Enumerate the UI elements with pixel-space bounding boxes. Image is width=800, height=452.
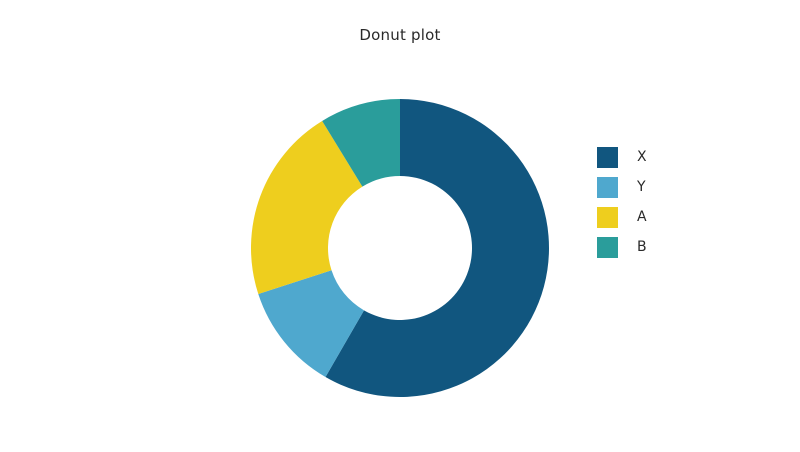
legend-swatch-b [597,236,618,258]
legend-swatch-a [597,206,618,228]
legend-label-a: A [637,209,647,225]
donut-slice-a[interactable] [251,120,363,295]
legend-item-y[interactable]: Y [597,172,717,202]
donut-slice-group [251,99,550,397]
legend-item-x[interactable]: X [597,142,717,172]
donut-slice-x[interactable] [325,99,550,397]
legend-item-a[interactable]: A [597,202,717,232]
legend-label-x: X [637,149,647,165]
page-title: Donut plot [359,26,441,44]
legend-label-b: B [637,239,647,255]
legend-item-b[interactable]: B [597,232,717,262]
legend-label-y: Y [637,179,646,195]
donut-slice-y[interactable] [258,270,364,378]
legend-swatch-y [597,176,618,198]
legend: X Y A B [597,142,717,262]
donut-slice-b[interactable] [322,99,400,187]
legend-swatch-x [597,146,618,168]
